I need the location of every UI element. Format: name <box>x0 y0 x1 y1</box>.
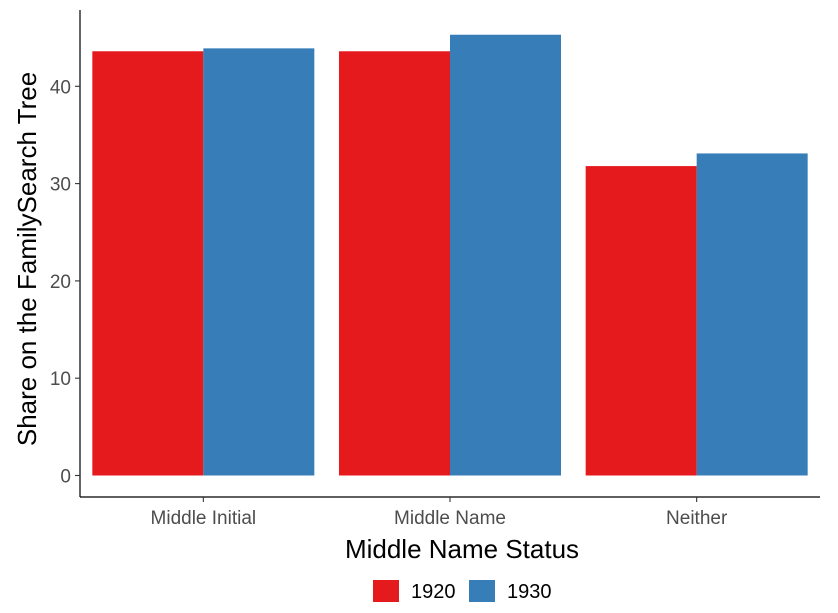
y-axis-title: Share on the FamilySearch Tree <box>12 72 42 446</box>
bars-layer <box>92 34 808 476</box>
bar-1920-neither <box>585 166 697 476</box>
bar-1930-neither <box>696 153 808 476</box>
legend-key-1920 <box>373 580 399 602</box>
bar-1920-middle-initial <box>92 51 204 476</box>
y-tick-label: 10 <box>50 369 71 390</box>
legend-key-1930 <box>469 580 495 602</box>
x-axis-ticks: Middle Initial Middle Name Neither <box>151 497 728 529</box>
x-tick-label: Middle Name <box>394 508 506 529</box>
y-tick-label: 40 <box>50 77 71 98</box>
y-tick-label: 0 <box>60 467 71 488</box>
legend: 1920 1930 <box>373 580 552 603</box>
y-tick-label: 20 <box>50 272 71 293</box>
bar-1920-middle-name <box>339 51 450 476</box>
bar-1930-middle-name <box>450 34 561 476</box>
legend-label-1920: 1920 <box>411 581 456 603</box>
legend-label-1930: 1930 <box>507 581 552 603</box>
x-tick-label: Middle Initial <box>151 508 257 529</box>
bar-1930-middle-initial <box>203 48 315 476</box>
y-axis-ticks: 0 10 20 30 40 <box>50 77 80 488</box>
x-axis-title: Middle Name Status <box>345 534 579 564</box>
y-tick-label: 30 <box>50 175 71 196</box>
x-tick-label: Neither <box>666 508 728 529</box>
